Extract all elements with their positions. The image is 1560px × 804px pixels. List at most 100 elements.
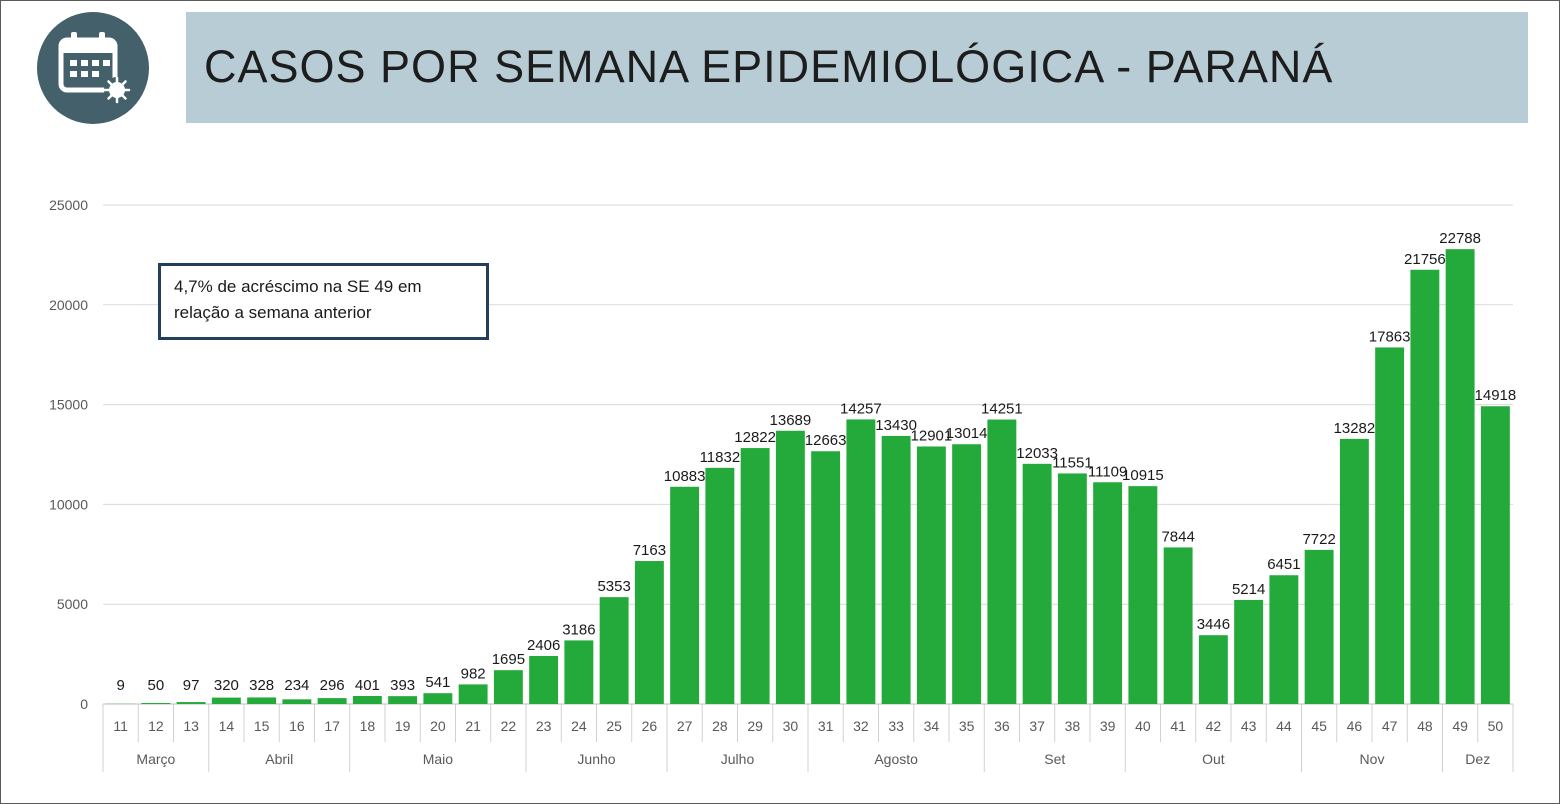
bar xyxy=(811,451,841,704)
x-tick-label: 41 xyxy=(1170,718,1186,734)
bar-value-label: 401 xyxy=(355,677,380,694)
x-tick-label: 30 xyxy=(783,718,799,734)
month-label: Abril xyxy=(265,751,293,767)
x-tick-label: 18 xyxy=(360,718,376,734)
y-tick-label: 5000 xyxy=(57,596,88,612)
bar-value-label: 10883 xyxy=(664,468,706,485)
month-label: Julho xyxy=(721,751,755,767)
bar xyxy=(1022,463,1052,704)
bar-value-label: 11109 xyxy=(1088,463,1128,480)
x-tick-label: 34 xyxy=(924,718,940,734)
x-tick-label: 11 xyxy=(113,718,128,734)
bar-value-label: 1695 xyxy=(492,651,525,668)
bar-value-label: 541 xyxy=(425,674,450,691)
x-tick-label: 46 xyxy=(1347,718,1363,734)
bar xyxy=(352,695,382,704)
x-tick-label: 42 xyxy=(1206,718,1222,734)
x-tick-label: 44 xyxy=(1276,718,1292,734)
x-tick-label: 48 xyxy=(1417,718,1433,734)
x-tick-label: 36 xyxy=(994,718,1010,734)
bar xyxy=(458,684,488,704)
bar xyxy=(705,467,735,704)
y-tick-label: 15000 xyxy=(49,397,88,413)
x-tick-label: 25 xyxy=(606,718,622,734)
bar xyxy=(1198,635,1228,704)
bar-value-label: 5353 xyxy=(597,578,630,595)
month-label: Agosto xyxy=(874,751,918,767)
x-tick-label: 15 xyxy=(254,718,270,734)
bar xyxy=(881,435,911,704)
bar xyxy=(141,703,171,704)
bar-value-label: 14257 xyxy=(840,400,882,417)
bar xyxy=(1128,486,1158,704)
bar xyxy=(1234,599,1264,704)
bar-value-label: 2406 xyxy=(527,637,560,654)
month-label: Junho xyxy=(577,751,615,767)
bar xyxy=(1304,549,1334,704)
bar-value-label: 10915 xyxy=(1122,467,1164,484)
bar-value-label: 320 xyxy=(214,677,239,694)
x-tick-label: 20 xyxy=(430,718,446,734)
x-tick-label: 27 xyxy=(677,718,693,734)
bar-value-label: 11551 xyxy=(1052,454,1093,471)
bar-value-label: 9 xyxy=(116,677,124,694)
bar-value-label: 17863 xyxy=(1369,328,1411,345)
x-tick-label: 45 xyxy=(1311,718,1327,734)
x-tick-label: 32 xyxy=(853,718,869,734)
bar-value-label: 13282 xyxy=(1334,420,1376,437)
bar xyxy=(916,446,946,704)
bar xyxy=(247,697,277,704)
bar xyxy=(564,640,594,704)
bar xyxy=(599,597,629,704)
bar-value-label: 13430 xyxy=(875,417,917,434)
bar-value-label: 97 xyxy=(183,677,200,694)
x-tick-label: 29 xyxy=(747,718,763,734)
x-tick-label: 37 xyxy=(1029,718,1045,734)
bar xyxy=(1057,473,1087,704)
x-tick-label: 16 xyxy=(289,718,305,734)
bar-value-label: 12901 xyxy=(911,427,953,444)
x-tick-label: 13 xyxy=(183,718,199,734)
bar-value-label: 7163 xyxy=(633,542,666,559)
bar-value-label: 393 xyxy=(390,677,415,694)
bar xyxy=(634,561,664,704)
x-tick-label: 14 xyxy=(219,718,235,734)
bar xyxy=(1410,269,1440,704)
bar xyxy=(1339,438,1369,704)
title-banner: CASOS POR SEMANA EPIDEMIOLÓGICA - PARANÁ xyxy=(186,12,1528,123)
x-tick-label: 31 xyxy=(818,718,834,734)
bar-value-label: 328 xyxy=(249,677,274,694)
annotation-text: 4,7% de acréscimo na SE 49 em relação a … xyxy=(174,277,422,322)
bar-value-label: 11832 xyxy=(700,449,741,466)
x-tick-label: 50 xyxy=(1488,718,1504,734)
month-label: Março xyxy=(136,751,175,767)
x-tick-label: 38 xyxy=(1065,718,1081,734)
bar-value-label: 7722 xyxy=(1302,531,1335,548)
x-tick-label: 35 xyxy=(959,718,975,734)
month-label: Nov xyxy=(1360,751,1385,767)
page-title: CASOS POR SEMANA EPIDEMIOLÓGICA - PARANÁ xyxy=(204,41,1334,92)
bar xyxy=(1445,249,1475,704)
bar xyxy=(282,699,312,704)
bar xyxy=(423,693,453,704)
x-tick-label: 47 xyxy=(1382,718,1398,734)
bar xyxy=(176,702,206,704)
y-tick-label: 20000 xyxy=(49,297,88,313)
x-tick-label: 19 xyxy=(395,718,411,734)
month-label: Out xyxy=(1202,751,1225,767)
bar-value-label: 3186 xyxy=(562,621,595,638)
bar xyxy=(1269,575,1299,704)
month-label: Dez xyxy=(1465,751,1490,767)
bar xyxy=(1163,547,1193,704)
bar xyxy=(670,486,700,704)
bar-value-label: 12663 xyxy=(805,432,847,449)
bar-value-label: 14918 xyxy=(1475,387,1517,404)
month-label: Set xyxy=(1044,751,1065,767)
bar-value-label: 982 xyxy=(461,665,486,682)
bar-value-label: 12822 xyxy=(734,429,776,446)
bar-value-label: 7844 xyxy=(1161,528,1194,545)
bar xyxy=(317,698,347,704)
bar xyxy=(1093,482,1123,704)
bar-value-label: 12033 xyxy=(1016,445,1058,462)
